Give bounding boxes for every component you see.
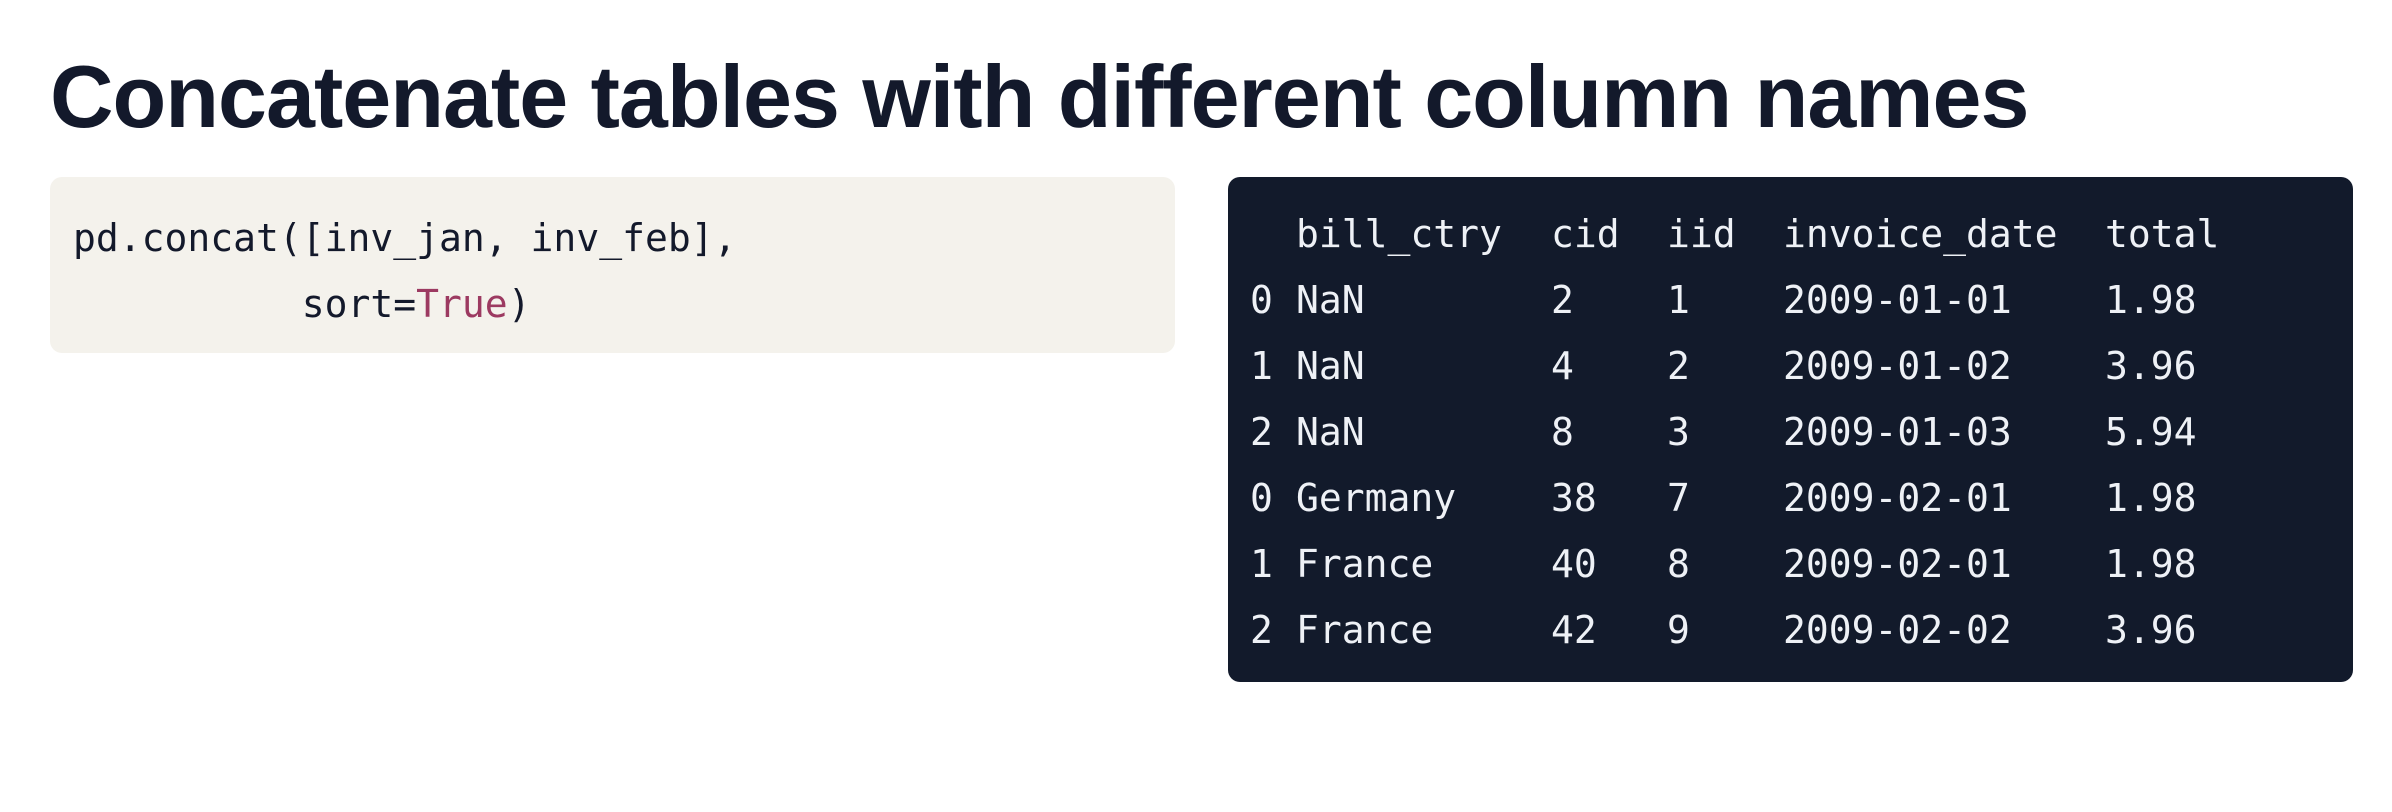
row-index: 2 xyxy=(1250,410,1273,454)
code-line-2: sort=True) xyxy=(73,271,1175,337)
row-index: 1 xyxy=(1250,344,1273,388)
cell-invoice-date: 2009-01-01 xyxy=(1783,278,2012,322)
cell-total: 1.98 xyxy=(2105,476,2197,520)
cell-iid: 2 xyxy=(1667,344,1690,388)
output-block: bill_ctry cid iid invoice_date total 0 N… xyxy=(1228,177,2353,682)
table-row: 1 France 40 8 2009-02-01 1.98 xyxy=(1250,531,2265,597)
index-header xyxy=(1250,201,1296,267)
column-header-bill-ctry: bill_ctry xyxy=(1296,212,1502,256)
cell-iid: 1 xyxy=(1667,278,1690,322)
table-header-row: bill_ctry cid iid invoice_date total xyxy=(1250,201,2265,267)
table-row: 2 NaN 8 3 2009-01-03 5.94 xyxy=(1250,399,2265,465)
cell-iid: 9 xyxy=(1667,608,1690,652)
cell-bill-ctry: NaN xyxy=(1296,278,1365,322)
code-line-2-suffix: ) xyxy=(507,282,531,326)
cell-total: 5.94 xyxy=(2105,410,2197,454)
column-header-iid: iid xyxy=(1667,212,1736,256)
row-index: 0 xyxy=(1250,476,1273,520)
cell-bill-ctry: NaN xyxy=(1296,410,1365,454)
cell-bill-ctry: Germany xyxy=(1296,476,1457,520)
cell-invoice-date: 2009-01-03 xyxy=(1783,410,2012,454)
cell-cid: 2 xyxy=(1551,278,1574,322)
row-index: 1 xyxy=(1250,542,1273,586)
code-line-2-prefix: sort= xyxy=(73,282,417,326)
code-line-1: pd.concat([inv_jan, inv_feb], xyxy=(73,216,737,260)
cell-cid: 38 xyxy=(1551,476,1597,520)
cell-total: 1.98 xyxy=(2105,542,2197,586)
code-block: pd.concat([inv_jan, inv_feb], sort=True) xyxy=(50,177,1175,353)
row-index: 0 xyxy=(1250,278,1273,322)
table-row: 0 NaN 2 1 2009-01-01 1.98 xyxy=(1250,267,2265,333)
cell-invoice-date: 2009-02-01 xyxy=(1783,476,2012,520)
cell-bill-ctry: NaN xyxy=(1296,344,1365,388)
cell-total: 1.98 xyxy=(2105,278,2197,322)
cell-total: 3.96 xyxy=(2105,608,2197,652)
table-row: 2 France 42 9 2009-02-02 3.96 xyxy=(1250,597,2265,663)
table-row: 1 NaN 4 2 2009-01-02 3.96 xyxy=(1250,333,2265,399)
code-keyword-true: True xyxy=(416,282,508,326)
column-header-total: total xyxy=(2105,212,2220,256)
cell-bill-ctry: France xyxy=(1296,608,1434,652)
dataframe-output: bill_ctry cid iid invoice_date total 0 N… xyxy=(1250,201,2265,663)
cell-total: 3.96 xyxy=(2105,344,2197,388)
cell-invoice-date: 2009-01-02 xyxy=(1783,344,2012,388)
cell-invoice-date: 2009-02-02 xyxy=(1783,608,2012,652)
column-header-cid: cid xyxy=(1551,212,1620,256)
cell-cid: 8 xyxy=(1551,410,1574,454)
cell-bill-ctry: France xyxy=(1296,542,1434,586)
cell-iid: 7 xyxy=(1667,476,1690,520)
cell-iid: 8 xyxy=(1667,542,1690,586)
column-header-invoice-date: invoice_date xyxy=(1783,212,2058,256)
cell-cid: 42 xyxy=(1551,608,1597,652)
cell-cid: 40 xyxy=(1551,542,1597,586)
row-index: 2 xyxy=(1250,608,1273,652)
slide-title: Concatenate tables with different column… xyxy=(50,47,2029,146)
cell-invoice-date: 2009-02-01 xyxy=(1783,542,2012,586)
table-row: 0 Germany 38 7 2009-02-01 1.98 xyxy=(1250,465,2265,531)
cell-cid: 4 xyxy=(1551,344,1574,388)
cell-iid: 3 xyxy=(1667,410,1690,454)
